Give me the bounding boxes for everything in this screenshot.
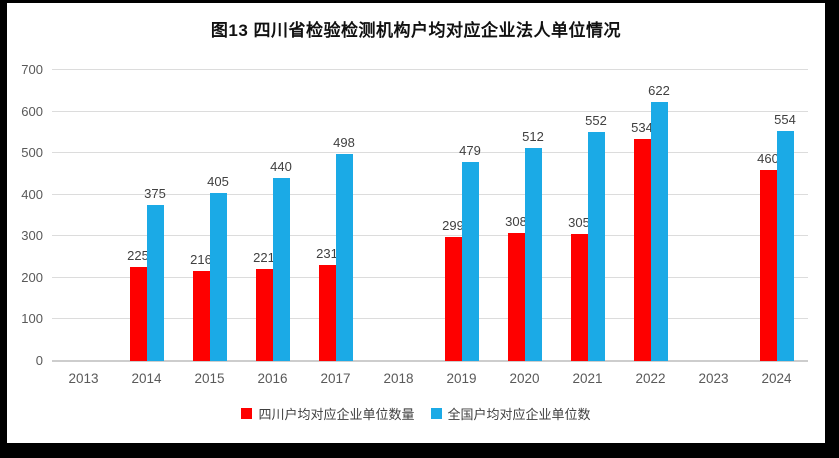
data-label-sichuan-2021: 305: [568, 215, 590, 231]
bar-national-2017: [335, 153, 353, 361]
y-tick-label: 600: [21, 103, 43, 119]
y-tick-label: 500: [21, 145, 43, 161]
data-label-sichuan-2024: 460: [757, 150, 779, 166]
plot-area: 225 216 221 231 299 308 305 534 460 375 405 440 498 4…: [52, 69, 808, 362]
x-tick-label-2020: 2020: [509, 371, 540, 386]
x-tick-label-2023: 2023: [698, 371, 729, 386]
bar-sichuan-2022: [633, 139, 651, 361]
gridline: [52, 152, 808, 154]
gridline: [52, 276, 808, 278]
y-tick-label: 0: [35, 353, 43, 368]
x-tick-label-2019: 2019: [446, 371, 477, 386]
bar-sichuan-2019: [444, 236, 462, 361]
gridline: [52, 235, 808, 237]
data-label-national-2020: 512: [522, 129, 544, 145]
data-label-sichuan-2015: 216: [190, 252, 212, 268]
bar-sichuan-2015: [192, 271, 210, 361]
gridline: [52, 193, 808, 195]
gridline: [52, 318, 808, 320]
legend: 四川户均对应企业单位数量 全国户均对应企业单位数: [7, 404, 825, 423]
x-tick-label-2016: 2016: [257, 371, 288, 386]
x-tick-label-2018: 2018: [383, 371, 414, 386]
data-label-sichuan-2022: 534: [631, 120, 653, 136]
data-label-national-2014: 375: [144, 186, 166, 202]
data-label-national-2021: 552: [585, 112, 607, 128]
x-axis-line: [52, 360, 808, 362]
legend-item-national: 全国户均对应企业单位数: [430, 404, 591, 423]
y-tick-label: 100: [21, 311, 43, 327]
legend-swatch-national: [430, 408, 442, 419]
data-label-national-2017: 498: [333, 134, 355, 150]
x-tick-label-2017: 2017: [320, 371, 351, 386]
legend-swatch-sichuan: [241, 408, 253, 419]
legend-label-sichuan: 四川户均对应企业单位数量: [258, 407, 415, 422]
bar-national-2022: [650, 102, 668, 361]
bar-national-2019: [461, 161, 479, 361]
chart-title: 图13 四川省检验检测机构户均对应企业法人单位情况: [210, 21, 622, 40]
x-tick-label-2022: 2022: [635, 371, 666, 386]
data-label-sichuan-2019: 299: [442, 217, 464, 233]
legend-label-national: 全国户均对应企业单位数: [447, 407, 591, 422]
y-tick-label: 400: [21, 186, 43, 202]
x-tick-label-2014: 2014: [131, 371, 162, 386]
bar-sichuan-2014: [129, 267, 147, 361]
x-tick-label-2021: 2021: [572, 371, 603, 386]
legend-item-sichuan: 四川户均对应企业单位数量: [241, 404, 415, 423]
data-label-sichuan-2014: 225: [127, 248, 149, 264]
data-label-sichuan-2016: 221: [253, 250, 275, 266]
y-tick-label: 200: [21, 269, 43, 285]
data-label-national-2016: 440: [270, 159, 292, 175]
x-tick-label-2024: 2024: [761, 371, 792, 386]
y-tick-label: 700: [21, 62, 43, 77]
bar-sichuan-2021: [570, 234, 588, 361]
data-label-national-2019: 479: [459, 142, 481, 158]
gridline: [52, 69, 808, 70]
data-label-national-2015: 405: [207, 173, 229, 189]
bar-sichuan-2020: [507, 232, 525, 361]
gridline: [52, 110, 808, 112]
bar-sichuan-2017: [318, 264, 336, 361]
data-label-sichuan-2017: 231: [316, 245, 338, 261]
data-label-national-2024: 554: [774, 111, 796, 127]
y-tick-label: 300: [21, 228, 43, 244]
chart-canvas: 图13 四川省检验检测机构户均对应企业法人单位情况 0 100 200 300 400 5…: [7, 3, 825, 443]
bar-national-2020: [524, 148, 542, 361]
bar-sichuan-2024: [759, 169, 777, 361]
bar-sichuan-2016: [255, 269, 273, 361]
bar-national-2015: [209, 192, 227, 361]
data-label-national-2022: 622: [648, 83, 670, 99]
bar-national-2021: [587, 131, 605, 361]
x-tick-label-2013: 2013: [68, 371, 99, 386]
x-tick-label-2015: 2015: [194, 371, 225, 386]
bar-national-2016: [272, 178, 290, 361]
bar-national-2024: [776, 130, 794, 361]
data-label-sichuan-2020: 308: [505, 213, 527, 229]
bar-national-2014: [146, 205, 164, 361]
